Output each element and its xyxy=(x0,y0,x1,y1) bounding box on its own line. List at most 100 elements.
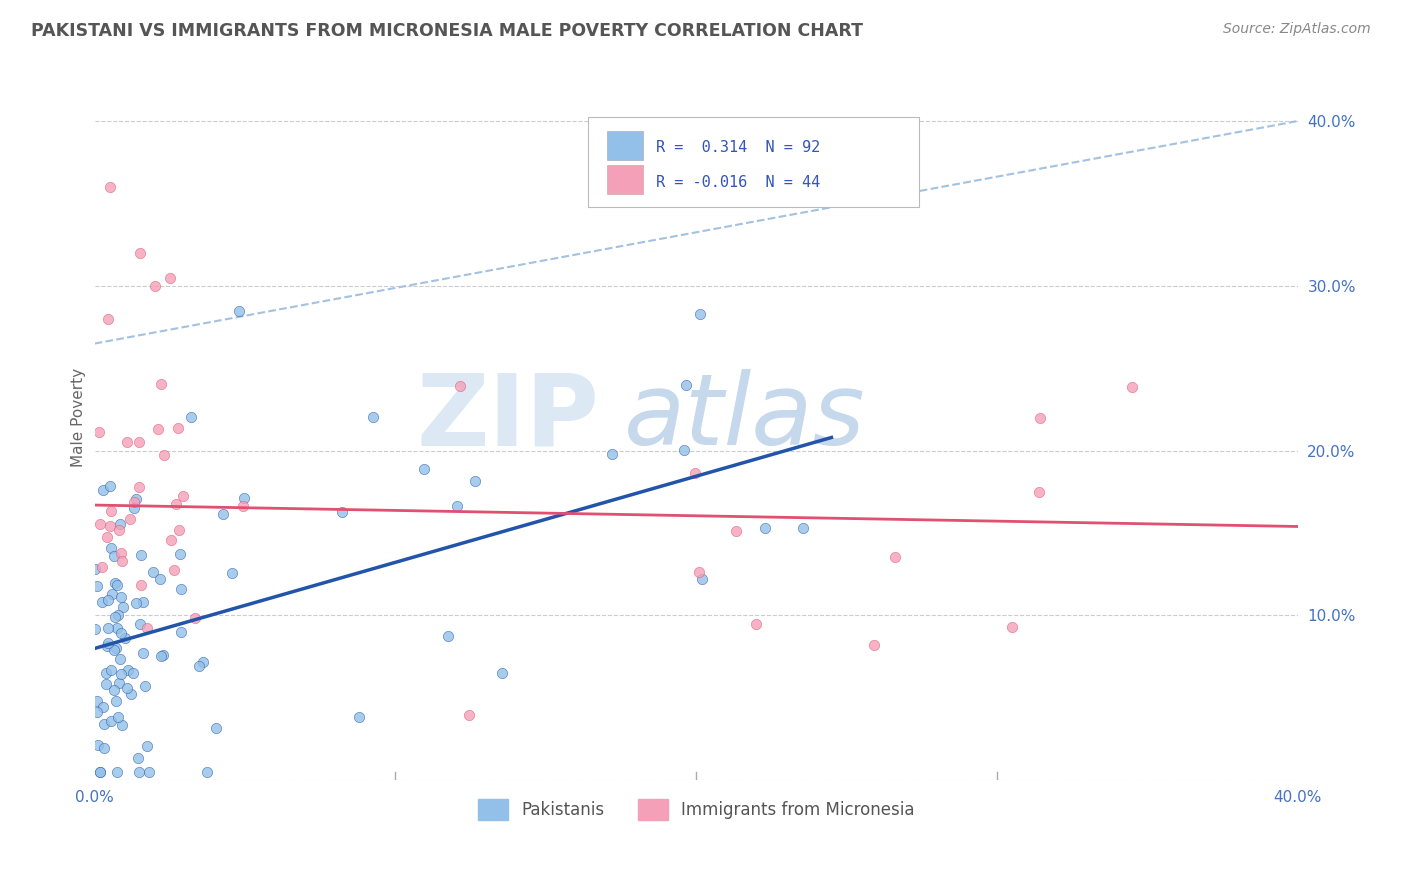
Point xyxy=(128,246,150,260)
Point xyxy=(129,548,152,562)
Point xyxy=(221,566,243,580)
Point xyxy=(683,467,706,481)
Point xyxy=(103,643,125,657)
Point xyxy=(132,646,155,660)
Point xyxy=(167,420,190,434)
Point xyxy=(110,667,132,681)
Point xyxy=(110,546,132,560)
Point xyxy=(128,480,150,494)
Point xyxy=(101,587,124,601)
Point xyxy=(97,636,120,650)
Point xyxy=(96,530,118,544)
Point xyxy=(153,449,176,463)
Point xyxy=(89,425,111,439)
Point xyxy=(862,638,884,652)
Point xyxy=(94,665,117,680)
Point xyxy=(745,616,768,631)
Point xyxy=(491,665,513,680)
Point xyxy=(132,595,155,609)
Point xyxy=(347,710,370,724)
Point xyxy=(105,694,128,708)
Point xyxy=(108,652,131,666)
Point xyxy=(107,710,129,724)
Point xyxy=(89,516,111,531)
Point xyxy=(124,501,146,516)
Point xyxy=(93,740,115,755)
Legend: Pakistanis, Immigrants from Micronesia: Pakistanis, Immigrants from Micronesia xyxy=(471,793,921,826)
Point xyxy=(188,659,211,673)
Point xyxy=(446,499,468,513)
Point xyxy=(90,559,112,574)
Point xyxy=(692,572,714,586)
Point xyxy=(142,565,165,579)
Point xyxy=(131,578,153,592)
Point xyxy=(90,595,112,609)
Point xyxy=(689,307,711,321)
Text: R = -0.016  N = 44: R = -0.016 N = 44 xyxy=(657,175,821,189)
Point xyxy=(204,721,226,735)
Point xyxy=(100,504,122,518)
Point xyxy=(160,533,183,548)
Point xyxy=(127,751,149,765)
Point xyxy=(96,639,118,653)
Point xyxy=(169,547,191,561)
Point xyxy=(184,611,207,625)
Point xyxy=(87,738,110,752)
Point xyxy=(413,462,436,476)
Point xyxy=(125,596,148,610)
Point xyxy=(105,640,128,655)
Point xyxy=(103,549,125,563)
Point xyxy=(884,549,907,564)
Point xyxy=(159,270,181,285)
Point xyxy=(96,677,118,691)
Point xyxy=(98,519,121,533)
Point xyxy=(212,507,235,521)
Point xyxy=(165,497,187,511)
Point xyxy=(150,648,173,663)
FancyBboxPatch shape xyxy=(588,117,918,208)
Point xyxy=(98,479,121,493)
Point xyxy=(149,572,172,586)
Text: atlas: atlas xyxy=(624,369,866,467)
Point xyxy=(191,655,214,669)
Point xyxy=(180,410,202,425)
Point xyxy=(110,626,132,640)
Point xyxy=(86,694,108,708)
Point xyxy=(167,523,190,537)
Point xyxy=(437,629,460,643)
Point xyxy=(103,683,125,698)
Point xyxy=(1121,380,1143,394)
Point xyxy=(672,442,695,457)
Point xyxy=(105,621,128,635)
Point xyxy=(91,483,114,498)
Point xyxy=(93,717,115,731)
Point xyxy=(84,562,107,576)
Point xyxy=(97,621,120,635)
Point xyxy=(115,435,138,450)
FancyBboxPatch shape xyxy=(607,130,643,160)
Point xyxy=(129,617,152,632)
Point xyxy=(172,489,194,503)
Text: PAKISTANI VS IMMIGRANTS FROM MICRONESIA MALE POVERTY CORRELATION CHART: PAKISTANI VS IMMIGRANTS FROM MICRONESIA … xyxy=(31,22,863,40)
Point xyxy=(105,577,128,591)
Point xyxy=(1029,411,1052,425)
Point xyxy=(86,706,108,720)
Point xyxy=(83,623,105,637)
Point xyxy=(86,579,108,593)
Point xyxy=(105,765,128,780)
Point xyxy=(110,590,132,604)
Point xyxy=(449,379,471,393)
Point xyxy=(114,631,136,645)
Point xyxy=(122,666,145,681)
Point xyxy=(120,688,142,702)
Point xyxy=(135,621,157,635)
Point xyxy=(108,676,131,690)
Point xyxy=(232,499,254,513)
Point xyxy=(104,576,127,591)
Point xyxy=(107,607,129,622)
Point xyxy=(152,648,174,662)
Point xyxy=(146,422,169,436)
Text: ZIP: ZIP xyxy=(418,369,600,467)
Point xyxy=(97,592,120,607)
Point xyxy=(330,505,353,519)
